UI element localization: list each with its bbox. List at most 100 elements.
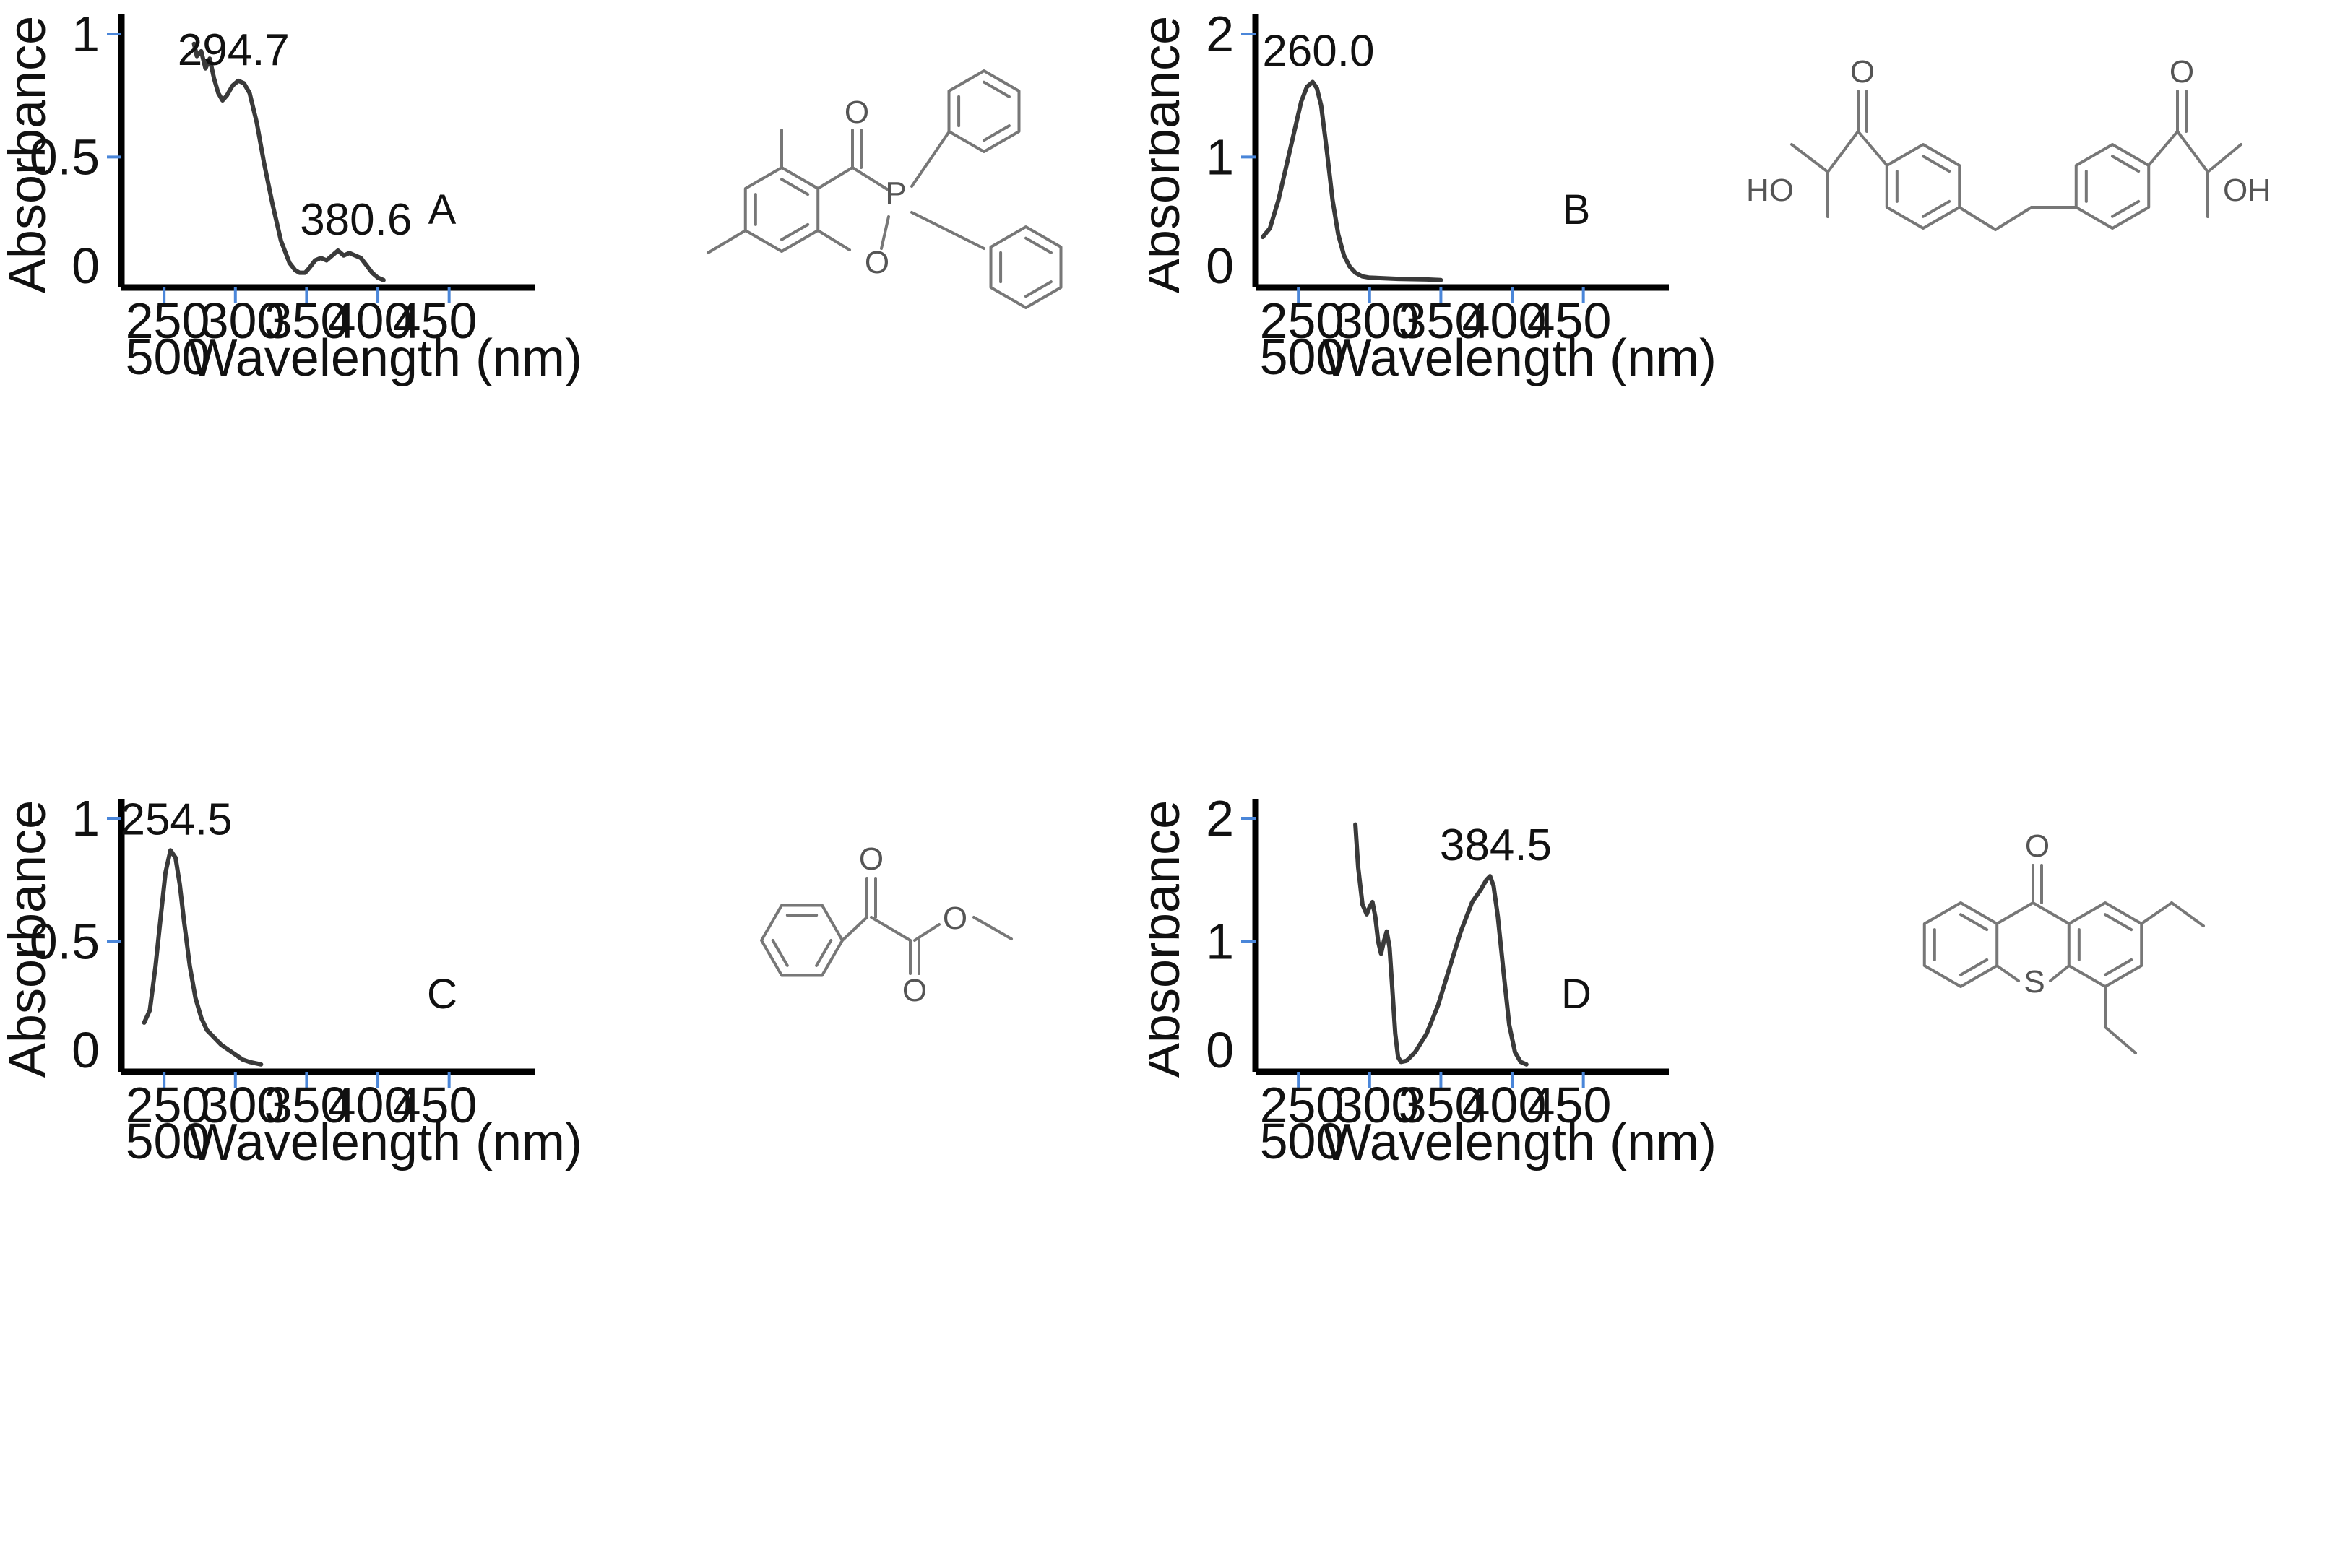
- bond: [2176, 130, 2209, 173]
- bond: [2140, 901, 2173, 925]
- y-tick-label: 1: [72, 790, 100, 846]
- y-tick-label: 0.5: [30, 913, 100, 969]
- atom-label-p: P: [885, 176, 906, 211]
- atom-label-o: O: [845, 95, 869, 130]
- atom-label-ho: HO: [1746, 173, 1794, 208]
- ring-bond: [947, 69, 1021, 153]
- x-tick-label: 250: [1260, 293, 1344, 349]
- bond: [2147, 130, 2179, 167]
- x-tick-label: 450: [393, 1077, 478, 1133]
- y-tick-label: 0: [1206, 238, 1234, 294]
- atom-label-o: O: [1850, 54, 1875, 90]
- panel-letter: B: [1563, 186, 1591, 233]
- ring-double-bond: [815, 939, 833, 967]
- x-tick-label: 300: [1335, 1077, 1420, 1133]
- bond: [910, 211, 985, 250]
- bond: [2049, 964, 2071, 982]
- y-axis-title: Absorbance: [1149, 16, 1191, 293]
- atom-label-o: O: [902, 973, 927, 1008]
- bond: [870, 916, 912, 942]
- x-tick-label: 300: [201, 1077, 285, 1133]
- atom-label-s: S: [2024, 964, 2045, 1000]
- structure-d: OS: [1922, 828, 2205, 1054]
- x-tick-label: 350: [264, 293, 349, 349]
- ring-double-bond: [1959, 958, 1989, 976]
- atom-label-o: O: [865, 245, 889, 280]
- x-tick-label-extra: 500: [1260, 329, 1344, 385]
- bond: [1994, 206, 2033, 231]
- bond: [851, 166, 889, 191]
- x-axis-title: Wavelength (nm): [1322, 1114, 1717, 1171]
- bond: [880, 215, 890, 250]
- structure-a: OPO: [707, 69, 1063, 309]
- peak-label: 260.0: [1262, 26, 1374, 76]
- ring-double-bond: [2111, 199, 2141, 218]
- bond: [910, 130, 951, 188]
- x-axis-title: Wavelength (nm): [188, 329, 582, 387]
- bond: [1995, 964, 2020, 982]
- spectrum-line-c: [142, 848, 264, 1067]
- peak-label: 294.7: [178, 25, 290, 75]
- x-tick-label: 400: [328, 293, 413, 349]
- x-axis-title: Wavelength (nm): [1322, 329, 1717, 387]
- x-tick-label: 350: [1399, 1077, 1483, 1133]
- x-axis-title: Wavelength (nm): [188, 1114, 582, 1171]
- y-tick-label: 0.5: [30, 129, 100, 185]
- x-tick-label: 400: [328, 1077, 413, 1133]
- bond: [2170, 901, 2205, 927]
- structure-c: O O O: [760, 841, 1013, 1008]
- structure-b: O HO O OH: [1746, 54, 2271, 231]
- ring-double-bond: [2104, 958, 2133, 976]
- ring-double-bond: [780, 222, 810, 241]
- panel-letter: C: [427, 971, 457, 1018]
- spectrum-line-d: [1353, 822, 1529, 1067]
- y-tick-label: 2: [1206, 6, 1234, 62]
- panel-letter: A: [428, 186, 457, 233]
- atom-label-o: O: [2025, 828, 2050, 864]
- x-tick-label: 250: [126, 293, 210, 349]
- x-tick-label: 450: [1527, 293, 1612, 349]
- ring-double-bond: [1922, 199, 1951, 218]
- x-tick-label: 250: [126, 1077, 210, 1133]
- ring-double-bond: [1024, 280, 1053, 298]
- y-axis-title: Absorbance: [1149, 800, 1191, 1078]
- bond: [816, 166, 854, 190]
- x-tick-label-extra: 500: [126, 1113, 210, 1169]
- bond: [913, 923, 941, 942]
- atom-label-o: O: [859, 841, 884, 877]
- peak-label: 384.5: [1440, 820, 1552, 870]
- ring-double-bond: [983, 80, 1011, 98]
- bond: [1857, 130, 1888, 167]
- ring-double-bond: [1959, 913, 1989, 932]
- y-tick-label: 0: [72, 1022, 100, 1078]
- bond: [2206, 143, 2242, 173]
- ring-double-bond: [780, 178, 810, 196]
- y-tick-label: 1: [72, 6, 100, 62]
- bond: [816, 229, 851, 251]
- ring-double-bond: [771, 939, 789, 967]
- ring-bond: [989, 225, 1063, 309]
- bond: [1958, 206, 1997, 231]
- bond: [2032, 901, 2071, 925]
- ring-double-bond: [2111, 155, 2141, 173]
- bond: [1995, 901, 2034, 925]
- y-tick-label: 0: [1206, 1022, 1234, 1078]
- peak-label: 254.5: [120, 794, 232, 844]
- x-tick-label: 400: [1462, 293, 1547, 349]
- ring-bond: [760, 904, 844, 977]
- bond: [1826, 130, 1860, 173]
- spectrum-line-a: [191, 41, 386, 282]
- bond: [972, 916, 1013, 940]
- x-tick-label: 300: [1335, 293, 1420, 349]
- y-axis-title: Absorbance: [0, 800, 56, 1078]
- atom-label-o: O: [2170, 54, 2194, 90]
- x-tick-label: 450: [1527, 1077, 1612, 1133]
- bond: [841, 916, 868, 942]
- x-tick-label: 300: [201, 293, 285, 349]
- y-tick-label: 1: [1206, 913, 1234, 969]
